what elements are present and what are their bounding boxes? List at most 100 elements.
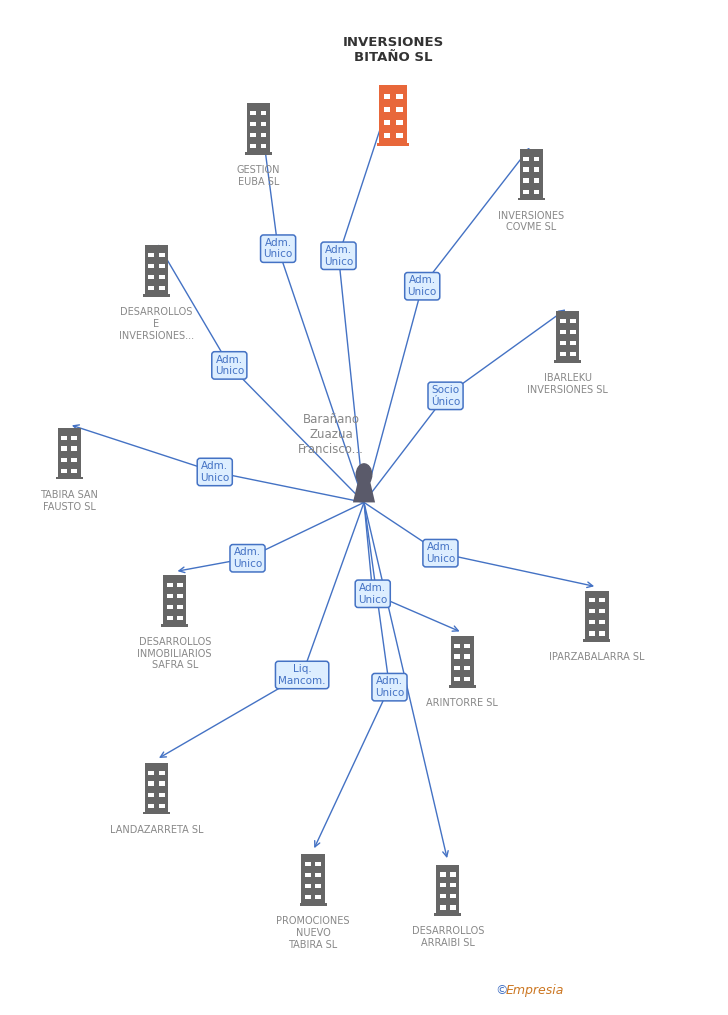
Bar	[556, 312, 579, 360]
Text: ©: ©	[495, 984, 507, 997]
Bar	[315, 884, 321, 888]
Bar	[560, 330, 566, 334]
Bar	[159, 793, 165, 797]
Text: Adm.
Unico: Adm. Unico	[358, 583, 387, 605]
Bar	[177, 594, 183, 598]
Bar	[520, 149, 543, 198]
Text: Socio
Único: Socio Único	[431, 385, 460, 407]
Circle shape	[356, 464, 372, 485]
Bar	[71, 458, 77, 462]
Text: TABIRA SAN
FAUSTO SL: TABIRA SAN FAUSTO SL	[40, 490, 98, 512]
Bar	[143, 812, 170, 814]
Bar	[384, 120, 390, 125]
Bar	[440, 905, 446, 909]
Bar	[599, 620, 605, 624]
Bar	[518, 198, 545, 200]
Bar	[143, 294, 170, 296]
Bar	[149, 253, 154, 258]
Bar	[583, 639, 611, 641]
Text: LANDAZARRETA SL: LANDAZARRETA SL	[110, 825, 203, 835]
Bar	[159, 782, 165, 786]
Bar	[534, 156, 539, 161]
Bar	[560, 341, 566, 345]
Bar	[384, 107, 390, 112]
Bar	[149, 793, 154, 797]
Bar	[377, 143, 409, 146]
Bar	[454, 655, 460, 659]
Bar	[71, 447, 77, 451]
Bar	[534, 179, 539, 183]
Bar	[161, 624, 189, 626]
Bar	[163, 576, 186, 624]
Bar	[464, 677, 470, 681]
Bar	[464, 655, 470, 659]
Bar	[589, 631, 595, 635]
Text: Adm.
Unico: Adm. Unico	[215, 354, 244, 377]
Bar	[589, 598, 595, 603]
Bar	[145, 763, 168, 812]
Text: Adm.
Unico: Adm. Unico	[324, 245, 353, 267]
Bar	[299, 903, 327, 905]
Bar	[261, 122, 266, 126]
Bar	[523, 179, 529, 183]
Bar	[159, 286, 165, 290]
Bar	[250, 122, 256, 126]
Bar	[167, 594, 173, 598]
Bar	[149, 264, 154, 268]
Bar	[250, 111, 256, 116]
Bar	[58, 428, 81, 477]
Bar	[149, 275, 154, 279]
Bar	[464, 666, 470, 670]
Bar	[589, 609, 595, 613]
Text: IPARZABALARRA SL: IPARZABALARRA SL	[549, 653, 645, 663]
Bar	[454, 666, 460, 670]
Bar	[61, 435, 67, 441]
Bar	[247, 104, 270, 152]
Bar	[599, 631, 605, 635]
Bar	[159, 804, 165, 808]
Bar	[534, 167, 539, 172]
Bar	[440, 894, 446, 898]
Bar	[55, 477, 83, 479]
Bar	[599, 598, 605, 603]
Bar	[315, 873, 321, 877]
Bar	[61, 469, 67, 473]
Bar	[149, 770, 154, 775]
Text: Adm.
Unico: Adm. Unico	[264, 238, 293, 260]
Bar	[570, 330, 576, 334]
Bar	[554, 360, 582, 362]
Text: Adm.
Unico: Adm. Unico	[408, 275, 437, 297]
Bar	[159, 770, 165, 775]
Bar	[464, 644, 470, 649]
Bar	[396, 94, 403, 99]
Bar	[534, 190, 539, 194]
Bar	[250, 133, 256, 137]
Bar	[560, 319, 566, 324]
Bar	[585, 591, 609, 639]
Bar	[440, 883, 446, 887]
Bar	[570, 319, 576, 324]
Bar	[589, 620, 595, 624]
Bar	[450, 883, 456, 887]
Bar	[450, 894, 456, 898]
Bar	[159, 253, 165, 258]
Text: Adm.
Unico: Adm. Unico	[375, 676, 404, 698]
Bar	[379, 85, 407, 143]
Text: GESTION
EUBA SL: GESTION EUBA SL	[237, 165, 280, 187]
Text: Adm.
Unico: Adm. Unico	[233, 547, 262, 569]
Bar	[440, 872, 446, 877]
Bar	[305, 873, 311, 877]
Bar	[599, 609, 605, 613]
Bar	[523, 167, 529, 172]
Bar	[149, 782, 154, 786]
Bar	[177, 616, 183, 620]
Bar	[149, 804, 154, 808]
Bar	[71, 435, 77, 441]
Bar	[315, 862, 321, 867]
Bar	[570, 352, 576, 356]
Bar	[177, 605, 183, 609]
Bar	[250, 144, 256, 148]
Bar	[167, 583, 173, 588]
Text: Barañano
Zuazua
Francisco...: Barañano Zuazua Francisco...	[298, 413, 364, 456]
Bar	[384, 94, 390, 99]
